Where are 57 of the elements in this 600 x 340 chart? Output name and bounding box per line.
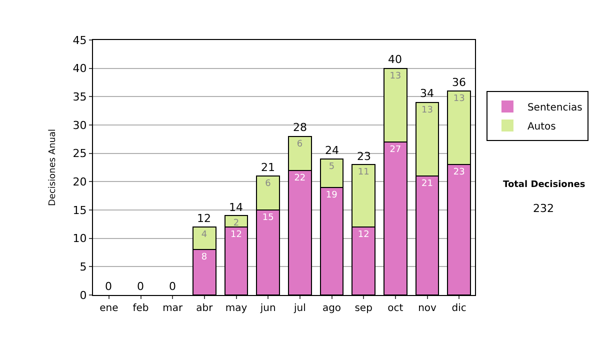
- y-tick-label: 45: [72, 34, 87, 47]
- total-label: 34: [420, 87, 434, 100]
- x-tick-label: dic: [452, 303, 466, 314]
- y-tick-label: 15: [72, 204, 87, 217]
- data-label: 8: [201, 252, 208, 263]
- x-tick-label: oct: [388, 303, 404, 314]
- total-label: 12: [197, 212, 211, 225]
- data-label: 4: [201, 230, 208, 240]
- x-tick-label: ago: [322, 303, 342, 314]
- data-label: 19: [326, 190, 338, 200]
- data-label: 13: [453, 94, 465, 104]
- y-tick-label: 5: [80, 260, 87, 274]
- x-tick-label: jun: [259, 303, 276, 314]
- data-label: 2: [233, 218, 240, 229]
- total-label: 0: [169, 280, 176, 293]
- total-label: 0: [137, 280, 144, 293]
- total-label: 23: [357, 150, 371, 163]
- total-label: 0: [105, 280, 112, 293]
- x-tick-label: feb: [132, 303, 149, 314]
- data-label: 12: [358, 230, 370, 240]
- data-label: 13: [390, 71, 402, 82]
- data-label: 27: [390, 145, 402, 155]
- data-label: 6: [296, 139, 303, 150]
- data-label: 15: [262, 213, 274, 223]
- total-label: 24: [325, 144, 339, 157]
- total-label: 21: [261, 161, 275, 174]
- legend-label: Sentencias: [527, 102, 582, 114]
- data-label: 6: [265, 179, 272, 189]
- data-label: 23: [453, 168, 465, 178]
- y-tick-label: 40: [72, 62, 87, 76]
- total-label: 40: [388, 53, 402, 66]
- legend-label: Autos: [527, 121, 556, 132]
- x-tick-label: mar: [162, 303, 184, 314]
- data-label: 11: [358, 168, 370, 178]
- x-tick-label: sep: [354, 303, 372, 314]
- data-label: 13: [422, 105, 433, 116]
- y-tick-label: 20: [72, 176, 87, 189]
- total-label: 14: [229, 201, 243, 214]
- data-label: 5: [328, 162, 335, 172]
- x-tick-label: jul: [292, 303, 306, 314]
- text: 232: [533, 202, 554, 215]
- total-label: 28: [293, 121, 307, 134]
- total-label: 36: [452, 76, 466, 89]
- text: Total Decisiones: [503, 180, 586, 190]
- x-tick-label: abr: [196, 303, 214, 314]
- y-tick-label: 30: [72, 118, 87, 132]
- x-tick-label: may: [225, 303, 248, 314]
- data-label: 21: [422, 179, 433, 189]
- y-tick-label: 25: [72, 147, 87, 160]
- y-tick-label: 0: [80, 288, 87, 302]
- y-tick-label: 10: [72, 232, 87, 246]
- x-tick-label: ene: [100, 303, 118, 314]
- y-tick-label: 35: [72, 90, 87, 104]
- data-label: 22: [294, 173, 306, 184]
- x-tick-label: nov: [418, 303, 437, 314]
- y-axis-title: Decisiones Anual: [48, 129, 58, 206]
- data-label: 12: [230, 230, 242, 240]
